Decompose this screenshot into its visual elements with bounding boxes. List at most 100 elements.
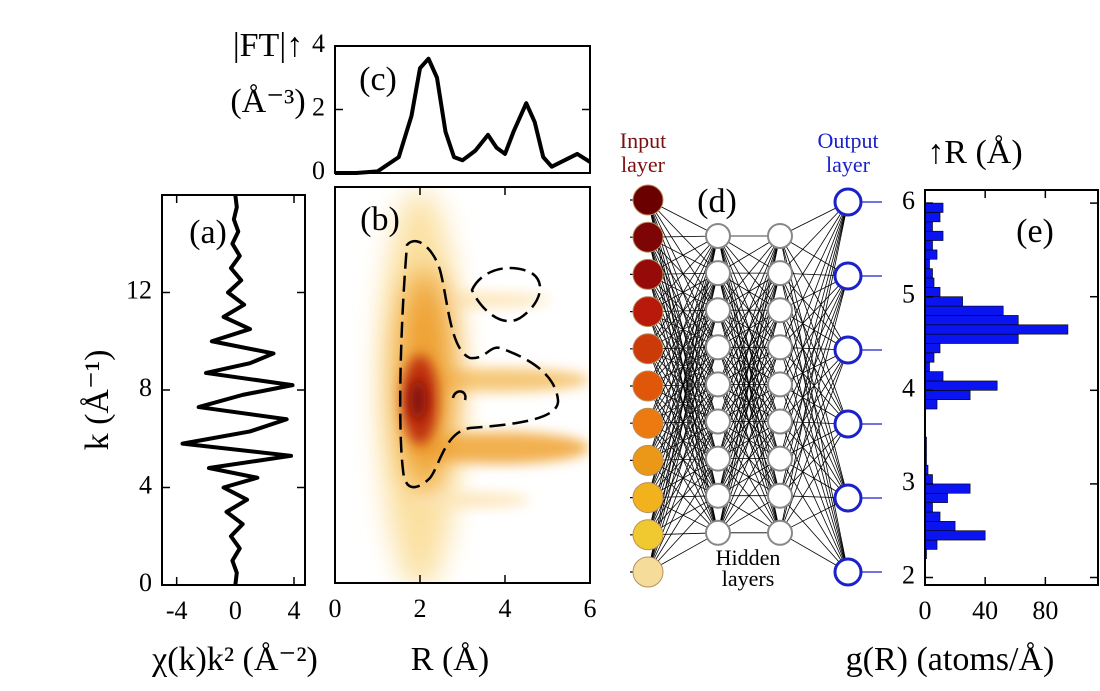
x-axis-label: g(R) (atoms/Å)	[846, 641, 1055, 678]
hidden-node	[767, 260, 793, 287]
input-node	[632, 370, 664, 402]
x-tick-label: 0	[329, 594, 342, 623]
x-tick-label: 0	[919, 596, 932, 625]
bar	[924, 390, 971, 400]
connection	[779, 423, 849, 534]
hidden-node	[767, 334, 793, 361]
network-diagram	[630, 184, 882, 588]
y-tick-label: 3	[902, 467, 915, 496]
data-line	[180, 194, 295, 586]
connection	[647, 235, 719, 573]
input-node	[632, 258, 664, 290]
output-label: layer	[826, 152, 871, 177]
plot-frame	[924, 189, 1099, 586]
hidden-node	[705, 445, 731, 472]
panel-label: (a)	[189, 214, 227, 251]
connection	[779, 423, 849, 496]
input-node	[632, 519, 664, 551]
panel-label: (d)	[697, 183, 737, 220]
output-node	[833, 557, 863, 587]
x-axis-label: R (Å)	[411, 641, 489, 678]
connection	[779, 495, 849, 573]
bar	[924, 315, 1019, 326]
connection	[647, 235, 719, 535]
bar	[924, 352, 935, 363]
connection	[779, 201, 849, 533]
bar	[924, 324, 1069, 335]
connection	[779, 201, 849, 348]
connection	[717, 235, 781, 533]
bar	[924, 483, 971, 494]
bar	[924, 230, 944, 241]
output-label: Output	[817, 128, 878, 153]
bar	[924, 249, 938, 260]
bar	[924, 333, 1019, 344]
connection	[647, 458, 719, 573]
input-node	[632, 184, 664, 216]
y-tick-label: 4	[139, 470, 152, 499]
connection	[647, 235, 719, 350]
data-line	[335, 56, 592, 175]
input-node	[632, 296, 664, 328]
connection	[717, 235, 781, 385]
bar	[924, 399, 938, 410]
bar	[924, 343, 941, 354]
hidden-node	[705, 371, 731, 398]
connection	[779, 201, 849, 274]
y-tick-label: 4	[312, 29, 325, 58]
y-tick-label: 0	[139, 568, 152, 597]
connection	[717, 421, 781, 533]
y-axis-label: ↑R (Å)	[927, 134, 1022, 171]
output-node	[833, 335, 863, 365]
bar	[924, 277, 935, 288]
bar	[924, 380, 998, 391]
x-tick-label: 2	[414, 594, 427, 623]
y-tick-label: 12	[126, 275, 152, 304]
hidden-node	[705, 519, 731, 546]
connection	[779, 201, 849, 311]
x-axis-label: χ(k)k² (Å⁻²)	[151, 641, 318, 678]
connection	[647, 421, 719, 573]
bar	[924, 530, 986, 541]
x-tick-label: 6	[584, 594, 597, 623]
connection	[647, 495, 719, 573]
input-node	[632, 407, 664, 439]
y-tick-label: 4	[902, 373, 915, 402]
output-node	[833, 261, 863, 291]
input-node	[632, 444, 664, 476]
bar	[924, 240, 933, 251]
x-tick-label: -4	[166, 596, 188, 625]
hidden-node	[767, 519, 793, 546]
plot-frame	[334, 186, 591, 584]
connection	[779, 349, 849, 496]
connection	[779, 201, 849, 496]
output-node	[833, 409, 863, 439]
bar	[924, 502, 933, 513]
bar	[924, 474, 933, 485]
connection	[717, 235, 781, 348]
hidden-label: Hidden	[716, 545, 781, 570]
hidden-node	[705, 297, 731, 324]
panel-label: (e)	[1016, 213, 1054, 250]
input-node	[632, 333, 664, 365]
bar	[924, 305, 1004, 316]
connection	[647, 273, 719, 573]
input-label: Input	[620, 128, 666, 153]
connection	[779, 201, 849, 385]
bar	[924, 296, 963, 307]
bar	[924, 221, 933, 232]
x-tick-label: 0	[229, 596, 242, 625]
bar	[924, 202, 944, 213]
bar	[924, 521, 956, 532]
hidden-node	[767, 223, 793, 249]
hidden-node	[705, 260, 731, 287]
hidden-node	[767, 445, 793, 472]
input-node	[632, 556, 664, 588]
hidden-node	[705, 223, 731, 249]
hidden-node	[767, 408, 793, 435]
panel-label: (b)	[360, 201, 400, 238]
input-node	[632, 221, 664, 253]
bar	[924, 539, 938, 550]
y-tick-label: 2	[312, 92, 325, 121]
